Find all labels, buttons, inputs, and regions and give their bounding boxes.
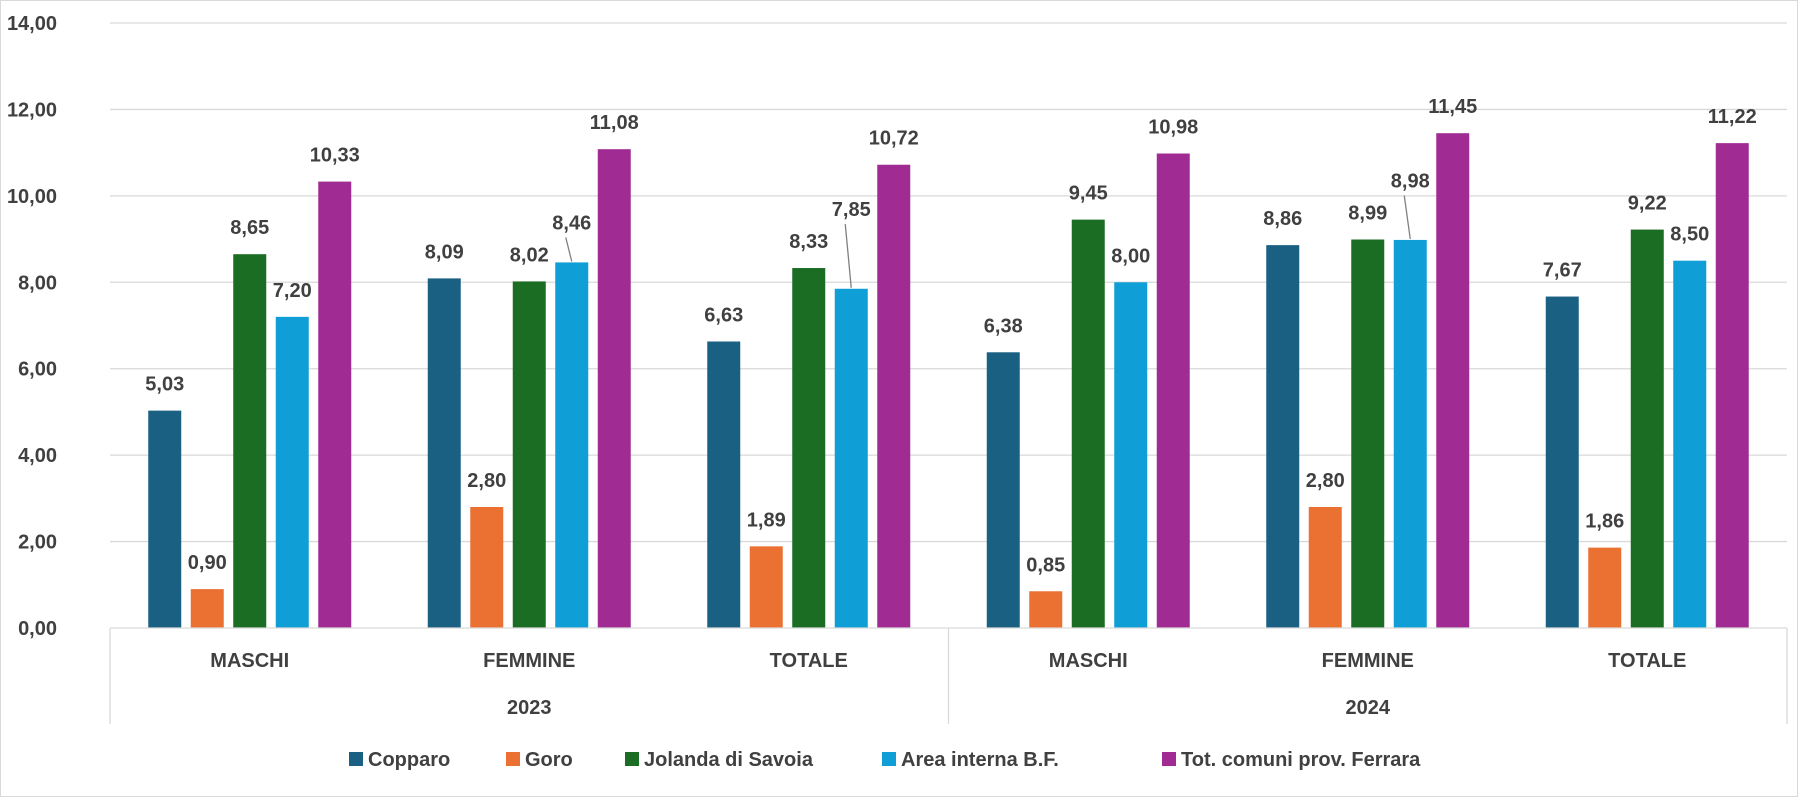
bar: [190, 589, 224, 628]
y-tick-label: 2,00: [18, 532, 57, 554]
bar: [792, 268, 826, 628]
data-label: 8,09: [425, 241, 464, 263]
y-tick-label: 12,00: [7, 99, 57, 121]
data-label: 8,98: [1391, 171, 1430, 193]
bar: [318, 181, 352, 628]
legend-label: Copparo: [368, 749, 450, 771]
legend-swatch: [349, 752, 363, 766]
data-label: 10,72: [869, 128, 919, 150]
bar: [597, 149, 631, 628]
data-label: 8,46: [552, 212, 591, 234]
legend-label: Goro: [525, 749, 573, 771]
leader-line: [844, 223, 852, 288]
category-label: MASCHI: [1049, 650, 1128, 672]
data-label: 9,45: [1069, 183, 1108, 205]
bar: [707, 341, 741, 628]
legend-swatch: [1162, 752, 1176, 766]
data-label: 0,90: [188, 552, 227, 574]
data-label: 8,50: [1670, 224, 1709, 246]
category-label: FEMMINE: [1322, 650, 1414, 672]
bar: [1351, 239, 1385, 628]
bar: [1029, 591, 1063, 628]
data-label: 7,67: [1543, 260, 1582, 282]
bars: [148, 133, 1749, 629]
bar: [1545, 296, 1579, 628]
bar: [275, 316, 309, 628]
bar: [1436, 133, 1470, 629]
group-label: 2023: [507, 697, 552, 719]
bar: [233, 254, 267, 629]
data-label: 8,65: [230, 217, 269, 239]
data-label: 7,85: [832, 199, 871, 221]
y-tick-label: 4,00: [18, 445, 57, 467]
leader-line: [1403, 195, 1411, 240]
legend-swatch: [625, 752, 639, 766]
y-tick-label: 14,00: [7, 13, 57, 35]
data-label: 2,80: [1306, 470, 1345, 492]
y-axis-ticks: 0,00 2,00 4,00 6,00 8,00 10,00 12,00 14,00: [7, 13, 57, 640]
y-tick-label: 8,00: [18, 272, 57, 294]
bar: [148, 410, 182, 628]
data-label: 5,03: [145, 374, 184, 396]
data-label: 11,22: [1708, 106, 1757, 128]
data-label: 6,38: [984, 315, 1023, 337]
data-label: 6,63: [704, 304, 743, 326]
category-label: MASCHI: [210, 650, 289, 672]
bar: [1630, 229, 1664, 629]
data-label: 1,89: [747, 509, 786, 531]
bar: [986, 352, 1020, 628]
data-label: 8,02: [510, 244, 549, 266]
legend: Copparo Goro Jolanda di Savoia Area interna…: [349, 749, 1421, 771]
data-label: 1,86: [1585, 511, 1624, 533]
legend-swatch: [506, 752, 520, 766]
bar: [1156, 153, 1190, 628]
data-label: 2,80: [467, 470, 506, 492]
data-label: 0,85: [1026, 554, 1065, 576]
bar: [1308, 507, 1342, 628]
bar: [749, 546, 783, 628]
bar: [427, 278, 461, 628]
data-label: 8,33: [789, 231, 828, 253]
bar: [1673, 260, 1707, 628]
y-tick-label: 10,00: [7, 186, 57, 208]
bar: [1071, 219, 1105, 628]
legend-label: Area interna B.F.: [901, 749, 1059, 771]
data-label: 8,99: [1348, 203, 1387, 225]
leader-line: [565, 237, 573, 262]
bar: [512, 281, 546, 628]
category-label: FEMMINE: [483, 650, 575, 672]
data-label: 9,22: [1628, 193, 1667, 215]
group-label: 2024: [1346, 697, 1391, 719]
category-label: TOTALE: [770, 650, 848, 672]
data-label: 11,45: [1428, 96, 1477, 118]
data-label: 11,08: [590, 112, 639, 134]
legend-label: Jolanda di Savoia: [644, 749, 814, 771]
y-tick-label: 6,00: [18, 359, 57, 381]
legend-swatch: [882, 752, 896, 766]
legend-label: Tot. comuni prov. Ferrara: [1181, 749, 1421, 771]
data-label: 10,33: [310, 145, 360, 167]
bar: [1114, 282, 1148, 628]
y-tick-label: 0,00: [18, 618, 57, 640]
leader-lines: [565, 195, 1411, 288]
data-labels: 5,03 0,90 8,65 7,20 10,33 8,09 2,80 8,028,46 11,…: [145, 96, 1756, 576]
bar: [877, 164, 911, 628]
bar: [1393, 239, 1427, 628]
bar: [555, 262, 589, 628]
bar: [1588, 547, 1622, 628]
data-label: 8,00: [1111, 245, 1150, 267]
bar: [1266, 245, 1300, 628]
data-label: 10,98: [1148, 117, 1198, 139]
gridlines: [110, 22, 1787, 543]
bar: [470, 507, 504, 628]
data-label: 7,20: [273, 280, 312, 302]
bar: [834, 288, 868, 628]
bar: [1715, 143, 1749, 628]
x-axis: MASCHI FEMMINE TOTALE MASCHI FEMMINE TOTALE 20…: [109, 627, 1788, 724]
category-label: TOTALE: [1608, 650, 1686, 672]
data-label: 8,86: [1263, 208, 1302, 230]
